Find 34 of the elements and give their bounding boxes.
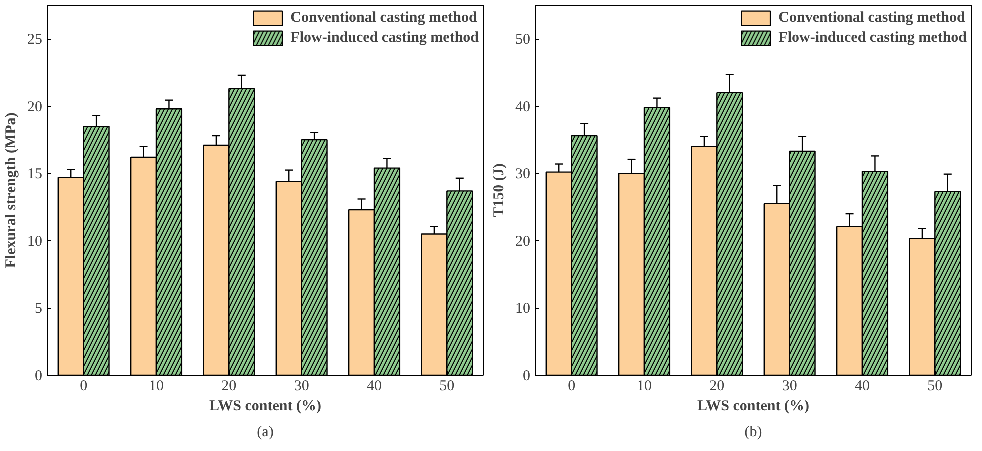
x-tick-label: 10 (149, 378, 164, 394)
y-tick-label: 30 (516, 166, 530, 183)
x-tick-label: 10 (637, 378, 652, 394)
y-tick-label: 0 (523, 368, 530, 384)
y-tick-label: 10 (516, 301, 530, 318)
y-tick-label: 5 (35, 301, 42, 318)
y-tick-label: 20 (516, 234, 530, 250)
text: (b) (744, 424, 762, 440)
y-tick-label: 50 (516, 32, 530, 48)
x-tick-label: 30 (294, 378, 310, 394)
y-axis-title: T150 (J) (492, 164, 508, 218)
x-tick-label: 40 (367, 378, 382, 394)
y-tick-label: 40 (516, 99, 530, 116)
x-tick-label: 50 (440, 378, 455, 394)
x-tick-label: 20 (710, 378, 725, 394)
y-tick-label: 0 (35, 368, 42, 384)
y-tick-label: 25 (28, 32, 42, 48)
text: (a) (257, 424, 274, 440)
y-tick-label: 15 (28, 166, 42, 183)
y-tick-label: 20 (28, 99, 42, 116)
y-tick-label: 10 (28, 234, 42, 250)
legend-label: Conventional casting method (290, 10, 478, 26)
x-tick-label: 50 (928, 378, 943, 394)
x-axis-title: LWS content (%) (698, 398, 810, 414)
legend-label: Conventional casting method (778, 10, 966, 26)
legend-label: Flow-induced casting method (290, 30, 479, 46)
x-tick-label: 30 (782, 378, 798, 394)
x-tick-label: 0 (80, 378, 88, 394)
y-axis-title: Flexural strength (MPa) (4, 112, 20, 268)
x-tick-label: 0 (568, 378, 576, 394)
x-tick-label: 40 (855, 378, 870, 394)
x-axis-title: LWS content (%) (210, 398, 322, 414)
legend-label: Flow-induced casting method (778, 30, 967, 46)
x-tick-label: 20 (222, 378, 237, 394)
